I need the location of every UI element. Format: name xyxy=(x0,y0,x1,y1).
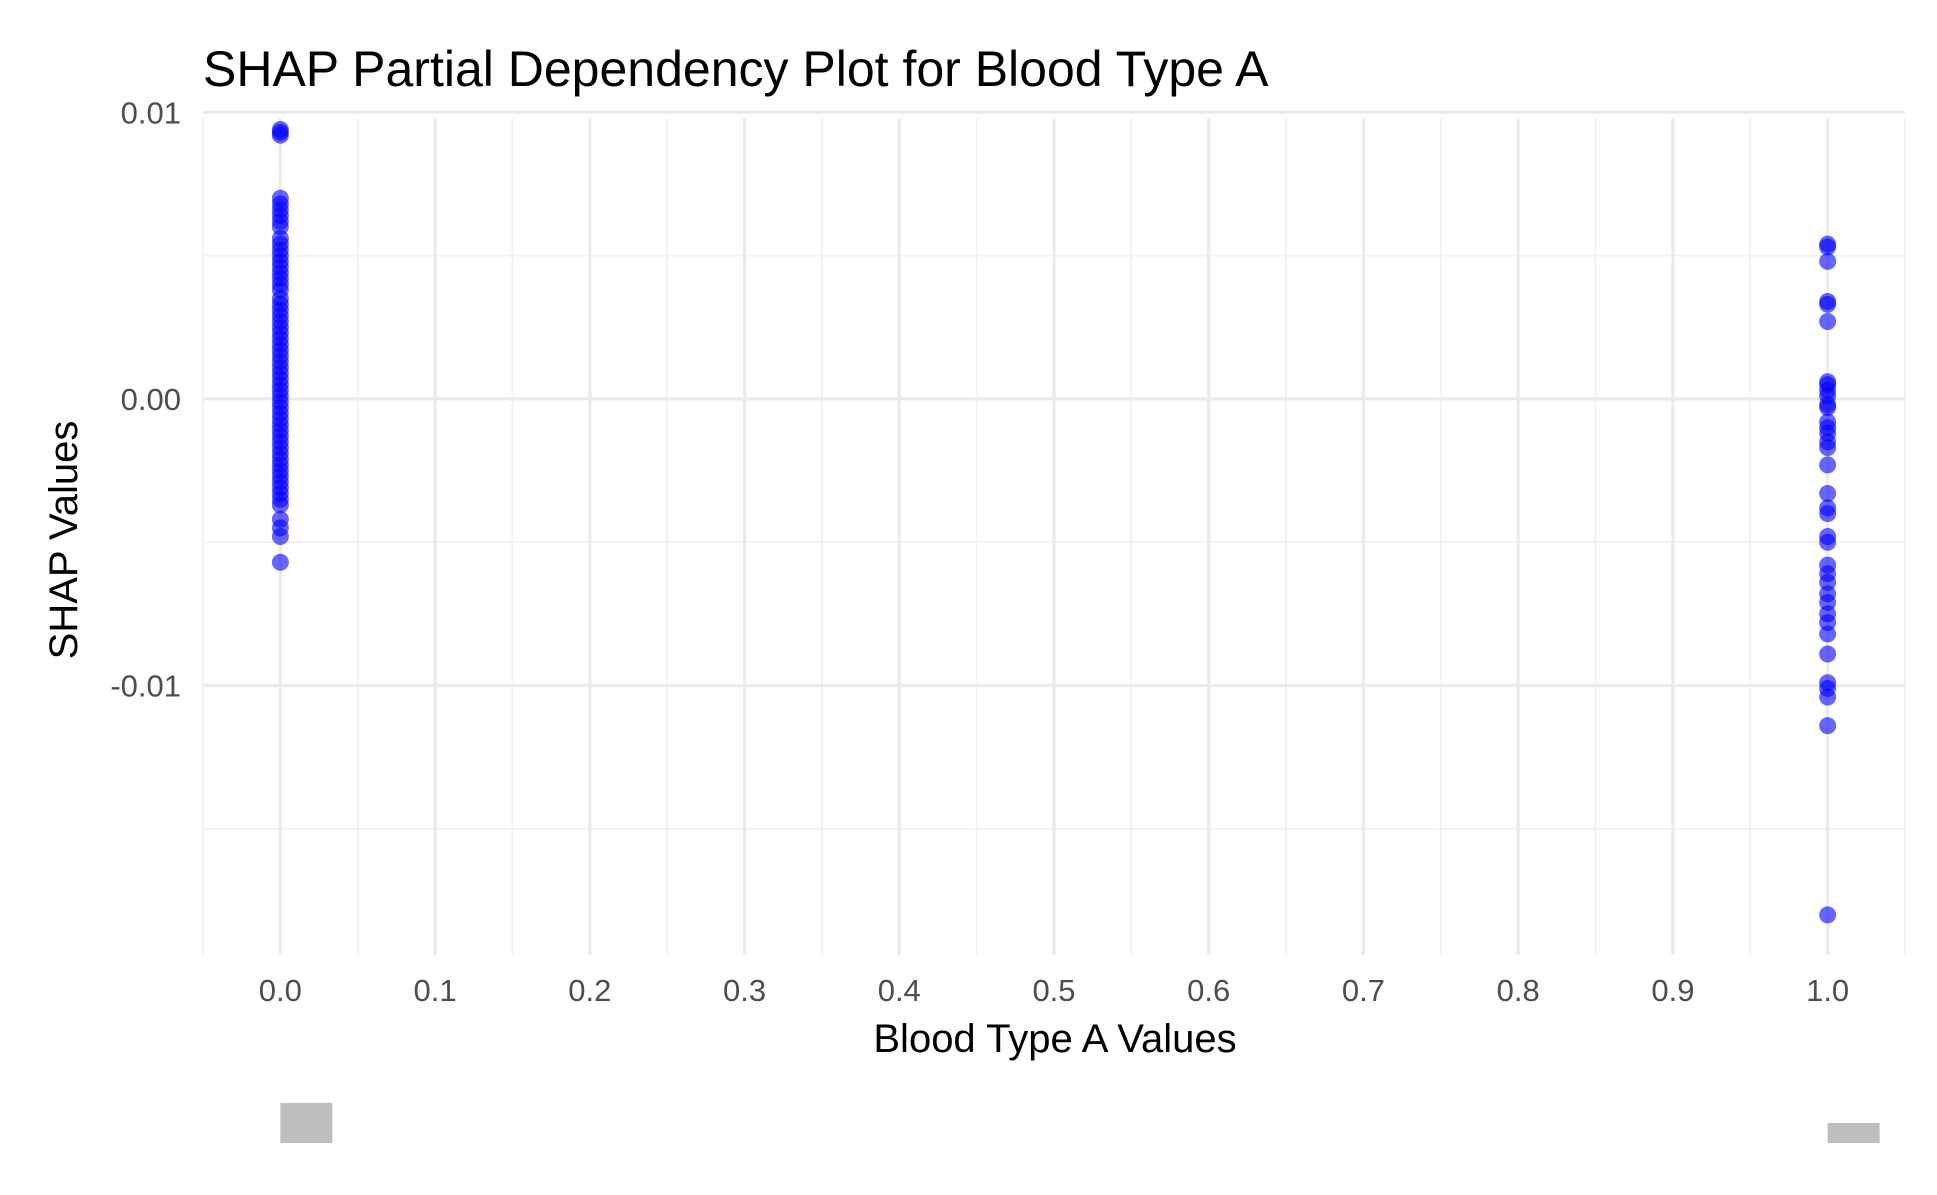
data-point xyxy=(1819,399,1837,417)
rug-mark xyxy=(280,1102,333,1143)
y-axis-title: SHAP Values xyxy=(42,421,86,660)
rug-mark xyxy=(1827,1122,1880,1143)
x-axis-title: Blood Type A Values xyxy=(873,1017,1236,1061)
data-point xyxy=(1819,456,1837,474)
data-point xyxy=(271,528,289,545)
x-tick-label: 0.0 xyxy=(259,973,302,1008)
y-tick-label: -0.01 xyxy=(110,669,181,704)
data-point xyxy=(1819,625,1837,643)
data-point xyxy=(271,126,289,144)
data-point xyxy=(1819,238,1837,256)
x-tick-label: 0.5 xyxy=(1032,973,1075,1008)
rug-marks xyxy=(280,1102,1880,1143)
x-axis-tick-labels: 0.0 0.1 0.2 0.3 0.4 0.5 0.6 0.7 0.8 0.9 1.0 xyxy=(259,973,1849,1008)
y-tick-label: 0.00 xyxy=(121,382,181,417)
data-point xyxy=(1819,295,1837,313)
data-points xyxy=(271,120,1837,924)
x-tick-label: 0.4 xyxy=(878,973,921,1008)
x-tick-label: 0.9 xyxy=(1651,973,1694,1008)
grid xyxy=(202,110,1906,955)
data-point xyxy=(1819,906,1837,924)
x-tick-label: 0.3 xyxy=(723,973,766,1008)
data-point xyxy=(1819,717,1837,735)
data-point xyxy=(1819,533,1837,551)
data-point xyxy=(1819,505,1837,523)
data-point xyxy=(271,553,289,571)
x-tick-label: 0.6 xyxy=(1187,973,1230,1008)
data-point xyxy=(1819,313,1837,331)
data-point xyxy=(1819,252,1837,270)
x-tick-label: 0.7 xyxy=(1342,973,1385,1008)
chart-title: SHAP Partial Dependency Plot for Blood T… xyxy=(203,41,1269,97)
data-point xyxy=(1819,439,1837,457)
x-tick-label: 0.8 xyxy=(1497,973,1540,1008)
x-tick-label: 0.2 xyxy=(568,973,611,1008)
data-point xyxy=(271,496,289,514)
y-axis-tick-labels: 0.01 0.00 -0.01 xyxy=(110,95,181,703)
y-tick-label: 0.01 xyxy=(121,95,181,130)
data-point xyxy=(1819,645,1837,663)
x-tick-label: 0.1 xyxy=(414,973,457,1008)
data-point xyxy=(1819,485,1837,503)
x-tick-label: 1.0 xyxy=(1806,973,1849,1008)
data-point xyxy=(1819,688,1837,706)
